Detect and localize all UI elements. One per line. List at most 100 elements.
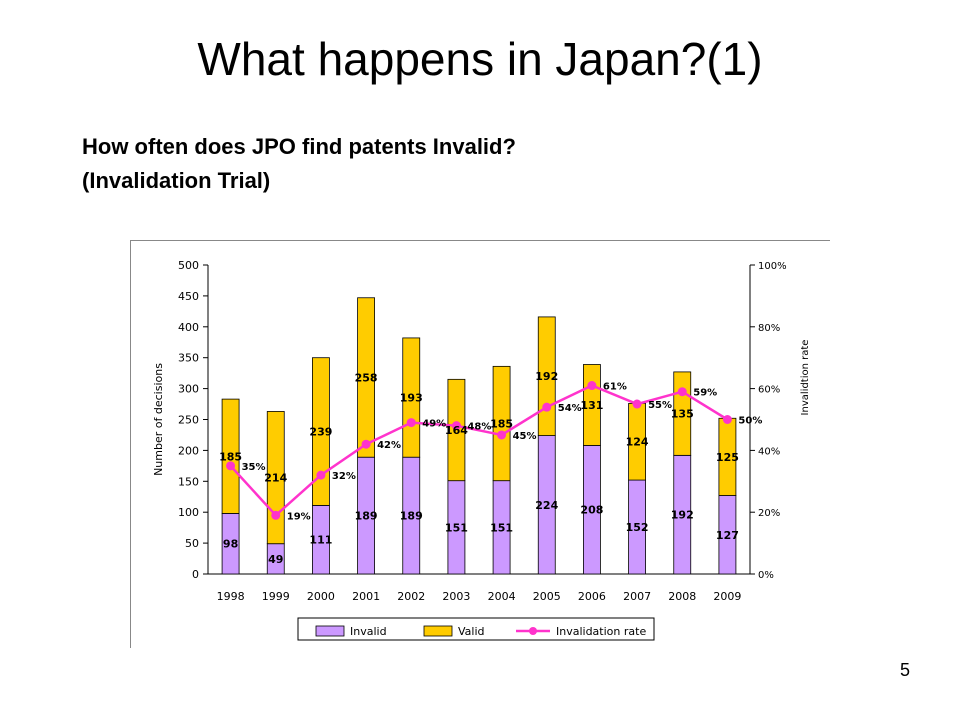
bar-valid (221, 398, 240, 514)
data-label-rate: 35% (242, 462, 266, 473)
data-label-invalid: 151 (490, 521, 513, 534)
x-tick-label: 2001 (352, 590, 380, 603)
legend-label-invalid: Invalid (350, 625, 387, 638)
data-label-invalid: 189 (355, 510, 378, 523)
y-tick-label: 350 (178, 352, 199, 365)
data-label-invalid: 192 (671, 509, 694, 522)
y-tick-label: 150 (178, 475, 199, 488)
data-label-rate: 45% (513, 431, 537, 442)
data-label-valid: 124 (626, 436, 649, 449)
y-axis-title: Number of decisions (152, 363, 165, 476)
chart-container: 0 50 100 150 200 250 300 350 400 450 500 0% 20% 40% 60… (130, 238, 830, 650)
y-tick-label: 250 (178, 414, 199, 427)
x-tick-label: 2009 (713, 590, 741, 603)
invalidation-rate-point (722, 415, 732, 424)
data-label-valid: 164 (445, 424, 468, 437)
invalidation-rate-point (316, 470, 326, 480)
y2-tick-label: 60% (758, 385, 780, 396)
x-tick-label: 2006 (578, 590, 606, 603)
x-tick-label: 2000 (307, 590, 335, 603)
data-label-rate: 55% (648, 400, 672, 411)
invalidation-rate-point (542, 402, 552, 412)
invalidation-rate-point (677, 387, 687, 397)
data-label-invalid: 49 (268, 553, 283, 566)
data-label-invalid: 152 (626, 521, 649, 534)
x-tick-label: 2002 (397, 590, 425, 603)
legend-swatch-rate-point (529, 627, 537, 635)
data-label-rate: 42% (377, 440, 401, 451)
y-tick-label: 0 (192, 568, 199, 581)
y2-tick-label: 100% (758, 261, 787, 272)
y2-tick-label: 40% (758, 446, 780, 457)
data-label-invalid: 189 (400, 510, 423, 523)
data-label-rate: 59% (693, 388, 717, 399)
data-label-invalid: 98 (223, 538, 238, 551)
data-label-rate: 61% (603, 382, 627, 393)
bar-valid (492, 365, 511, 482)
y-tick-label: 100 (178, 506, 199, 519)
slide-title: What happens in Japan?(1) (197, 33, 763, 85)
legend-label-rate: Invalidation rate (556, 625, 646, 638)
data-label-invalid: 151 (445, 521, 468, 534)
x-tick-label: 2005 (533, 590, 561, 603)
data-label-invalid: 111 (309, 534, 332, 547)
bar-valid (312, 357, 330, 506)
x-tick-label: 2003 (442, 590, 470, 603)
invalidation-rate-point (406, 418, 416, 428)
invalidation-rate-point (497, 430, 507, 440)
invalidation-rate-point (587, 381, 597, 391)
legend-swatch-valid (423, 625, 453, 637)
data-label-rate: 49% (422, 419, 446, 430)
x-tick-label: 1999 (262, 590, 290, 603)
data-label-valid: 192 (535, 370, 558, 383)
y-tick-label: 50 (185, 537, 199, 550)
data-label-valid: 239 (309, 426, 332, 439)
data-label-invalid: 127 (716, 529, 739, 542)
legend-swatch-invalid (315, 625, 345, 637)
invalidation-rate-point (226, 461, 236, 471)
subtitle-line-2: (Invalidation Trial) (82, 168, 271, 193)
slide-subtitle: How often does JPO find patents Invalid?… (82, 130, 516, 198)
invalidation-rate-point (632, 399, 642, 409)
data-label-valid: 135 (671, 408, 694, 421)
y-tick-label: 300 (178, 383, 199, 396)
data-label-valid: 258 (355, 371, 378, 384)
x-tick-label: 2007 (623, 590, 651, 603)
invalidation-rate-point (361, 439, 371, 449)
y2-tick-label: 80% (758, 323, 780, 334)
y2-axis-title: Invalidtion rate (800, 340, 811, 416)
data-label-valid: 125 (716, 451, 739, 464)
invalidation-rate-line (229, 384, 729, 518)
x-tick-label: 2004 (488, 590, 516, 603)
data-label-invalid: 208 (580, 504, 603, 517)
legend-label-valid: Valid (458, 625, 485, 638)
subtitle-line-1: How often does JPO find patents Invalid? (82, 134, 516, 159)
data-label-rate: 32% (332, 471, 356, 482)
y-tick-label: 200 (178, 444, 199, 457)
data-label-valid: 185 (490, 418, 513, 431)
x-tick-label: 2008 (668, 590, 696, 603)
y-tick-label: 500 (178, 259, 199, 272)
legend-box (297, 617, 655, 641)
data-label-rate: 54% (558, 403, 582, 414)
data-label-valid: 214 (264, 472, 287, 485)
invalidation-rate-point (271, 510, 281, 520)
data-label-valid: 131 (580, 399, 603, 412)
data-label-rate: 48% (467, 422, 491, 433)
y-tick-label: 400 (178, 321, 199, 334)
bar-valid (402, 337, 421, 458)
data-label-rate: 50% (738, 416, 762, 427)
y2-tick-label: 0% (758, 570, 774, 581)
plot-area: 0 50 100 150 200 250 300 350 400 450 500 0% 20% 40% 60… (152, 259, 811, 641)
data-label-invalid: 224 (535, 499, 558, 512)
y-tick-label: 450 (178, 290, 199, 303)
bar-valid (357, 297, 375, 458)
data-label-valid: 193 (400, 392, 423, 405)
x-tick-label: 1998 (217, 590, 245, 603)
y2-tick-label: 20% (758, 508, 780, 519)
data-label-rate: 19% (287, 511, 311, 522)
data-label-valid: 185 (219, 450, 242, 463)
invalidation-trial-chart: 0 50 100 150 200 250 300 350 400 450 500 0% 20% 40% 60… (130, 240, 830, 648)
invalidation-rate-point (451, 421, 461, 431)
page-number: 5 (899, 660, 910, 680)
